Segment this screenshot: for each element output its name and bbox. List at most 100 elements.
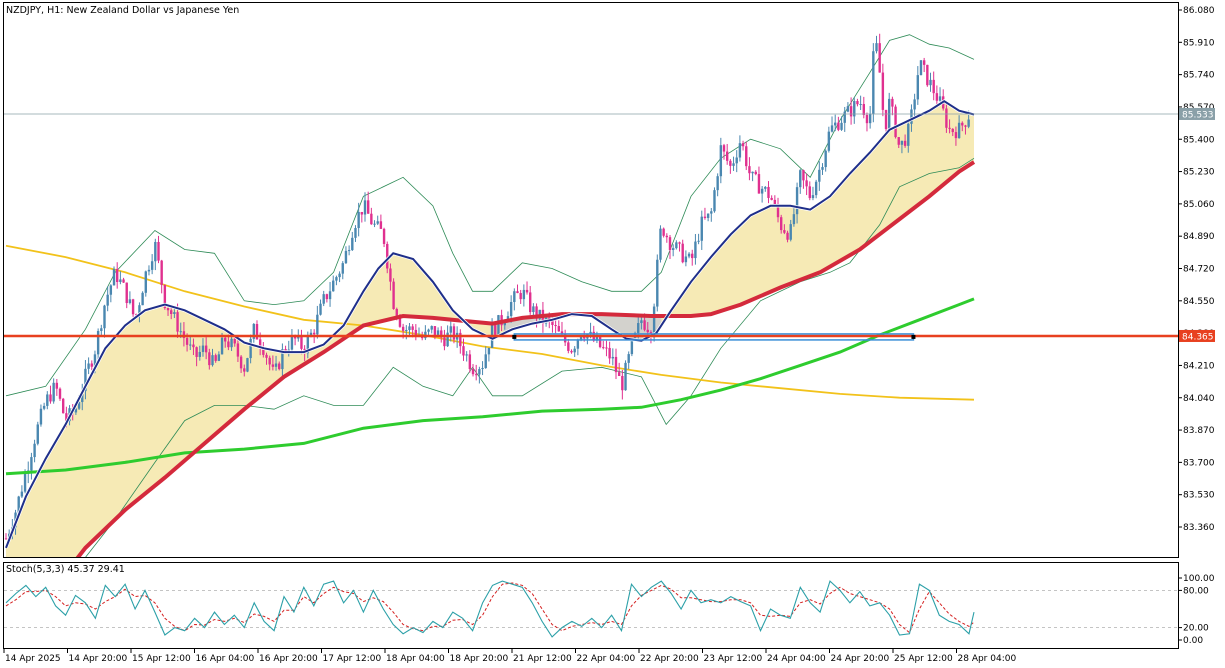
candle-body: [497, 315, 500, 335]
stochastic-tick-label: 20.00: [1183, 624, 1209, 634]
candle-body: [96, 330, 100, 355]
time-tick-label: 18 Apr 20:00: [450, 654, 509, 664]
candle-body: [484, 354, 487, 368]
price-axis[interactable]: 86.080 85.910 85.740 85.570 85.400 85.230 85.0…: [1178, 6, 1215, 533]
candle-body: [341, 263, 344, 274]
candle-body: [478, 369, 481, 375]
price-tick-label: 84.720: [1183, 265, 1215, 275]
candle-body: [386, 243, 389, 269]
candle-body: [751, 171, 754, 174]
candle-body: [74, 408, 78, 413]
candle-body: [786, 232, 789, 240]
price-tick-label: 84.040: [1183, 394, 1215, 404]
candle-body: [119, 279, 122, 283]
price-tick-label: 85.740: [1183, 71, 1215, 81]
candle-body: [373, 223, 376, 225]
candle-body: [157, 241, 160, 261]
candle-body: [557, 326, 561, 332]
candle-body: [335, 277, 338, 281]
stochastic-main-line: [5, 580, 975, 638]
stochastic-tick-label: 80.00: [1183, 586, 1209, 596]
candle-body: [408, 326, 411, 331]
candle-body: [573, 348, 576, 353]
candle-body: [646, 329, 649, 333]
candle-body: [147, 269, 151, 272]
candle-body: [967, 119, 970, 127]
candle-body: [595, 336, 599, 341]
stochastic-signal-line: [5, 582, 975, 634]
bollinger-lower: [85, 157, 975, 557]
candle-body: [878, 43, 881, 73]
candle-body: [725, 151, 729, 161]
candle-body: [481, 367, 484, 370]
ma-slow-line: [5, 297, 975, 476]
candle-body: [233, 338, 236, 344]
candle-body: [370, 213, 373, 225]
time-tick-label: 24 Apr 20:00: [831, 654, 890, 664]
stochastic-panel-frame: [3, 562, 1179, 649]
time-tick-label: 14 Apr 2025: [5, 654, 61, 664]
candle-body: [525, 289, 529, 293]
candle-body: [33, 443, 36, 458]
candle-body: [189, 344, 192, 346]
candle-body: [773, 199, 777, 205]
candle-body: [608, 347, 611, 359]
candle-body: [621, 375, 624, 391]
price-tick-label: 85.570: [1183, 103, 1215, 113]
candle-body: [808, 186, 811, 199]
candle-body: [935, 93, 939, 101]
candle-body: [243, 368, 246, 372]
candle-body: [192, 344, 195, 348]
candle-body: [834, 122, 837, 126]
price-tick-label: 85.230: [1183, 168, 1215, 178]
candle-body: [551, 320, 554, 326]
candle-body: [703, 216, 707, 218]
candle-body: [706, 213, 710, 218]
stochastic-layers: [4, 580, 1178, 638]
candle-body: [239, 356, 243, 369]
candle-body: [312, 332, 316, 335]
candle-body: [290, 335, 294, 350]
candle-body: [938, 96, 942, 101]
candle-body: [865, 115, 869, 124]
candle-body: [144, 271, 147, 293]
candle-body: [802, 170, 805, 181]
candle-body: [173, 312, 176, 315]
candle-body: [163, 284, 167, 308]
time-axis[interactable]: 14 Apr 2025 14 Apr 20:00 15 Apr 12:00 16 Ap…: [3, 649, 1016, 664]
candle-body: [379, 221, 383, 229]
candle-body: [853, 101, 856, 117]
candle-body: [128, 299, 132, 304]
candle-body: [125, 282, 128, 304]
candle-body: [201, 345, 205, 352]
candle-body: [532, 306, 535, 313]
candle-body: [519, 293, 522, 300]
candle-body: [179, 331, 182, 333]
candle-body: [363, 200, 367, 215]
candle-body: [112, 268, 116, 286]
candle-body: [49, 394, 52, 402]
price-panel[interactable]: NZDJPY, H1: New Zealand Dollar vs Japane…: [3, 2, 1179, 634]
candle-body: [652, 306, 656, 338]
candle-body: [656, 259, 659, 307]
candle-body: [30, 457, 33, 471]
ma-mid-line: [75, 160, 976, 557]
candle-body: [881, 72, 885, 110]
level-price-label: 84.365: [1182, 332, 1214, 342]
candle-body: [922, 60, 926, 65]
candle-body: [738, 143, 742, 158]
price-tick-label: 84.550: [1183, 297, 1215, 307]
candle-body: [115, 268, 119, 283]
stochastic-axis[interactable]: 100.00 80.00 20.00 0.00: [1178, 574, 1215, 646]
candle-body: [262, 347, 265, 355]
candle-body: [271, 364, 275, 367]
candle-body: [719, 145, 723, 177]
stochastic-panel[interactable]: Stoch(5,3,3) 45.37 29.41: [3, 562, 1179, 649]
price-tick-label: 84.890: [1183, 232, 1215, 242]
candle-body: [20, 491, 24, 497]
price-tick-label: 83.870: [1183, 426, 1215, 436]
candle-body: [945, 108, 948, 128]
candle-body: [100, 328, 103, 331]
